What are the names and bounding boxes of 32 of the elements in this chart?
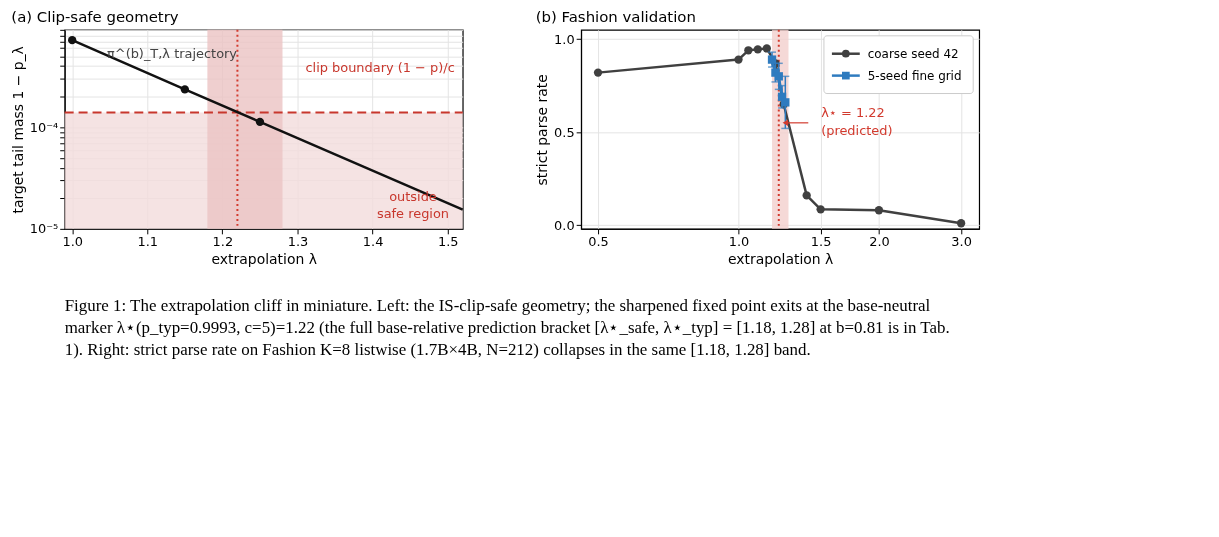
y-tick-label: 10⁻⁴ [29,119,59,135]
chart-title: (a) Clip-safe geometry [11,7,179,26]
x-axis-title: extrapolation λ [727,251,834,268]
caption: Figure 1: The extrapolation cliff in miniature. Left: the IS-clip-safe geometry; the sharpened fixed point exits at the base-neutral marker λ⋆(p_typ=0.9993, c=5)=1.22 (the full base-relative prediction bracket [λ⋆_safe, λ⋆_typ] = [1.18, 1.28] at b=0.81 is in Tab. 1). Right: strict parse rate on Fashion K=8 listwise (1.7B×4B, N=212) collapses in the same [1.18, 1.28] band. [64,296,950,360]
y-axis-title: target tail mass 1 − p_λ [9,46,26,214]
y-tick-label: 0.0 [554,217,575,233]
x-tick-label: 1.1 [137,234,159,250]
ref-line-label: clip boundary (1 − p)/c [305,59,455,75]
series-label: π^(b)_T,λ trajectory [107,46,238,62]
x-tick-label: 0.5 [588,234,609,250]
y-axis-title: strict parse rate [534,74,551,186]
y-tick-label: 1.0 [554,31,575,47]
x-tick-label: 1.2 [212,234,234,250]
annotation: outside safe region [376,188,450,221]
legend-label: coarse seed 42 [867,46,959,61]
point [180,85,190,94]
chart-title: (b) Fashion validation [535,7,696,26]
x-tick-label: 1.0 [62,234,83,250]
point [68,36,77,45]
x-tick-label: 1.5 [810,234,832,250]
x-tick-label: 1.4 [362,234,384,250]
y-tick-label: 0.5 [554,124,575,140]
x-tick-label: 1.0 [728,234,750,250]
y-tick-label: 10⁻⁵ [29,221,59,237]
x-tick-label: 1.5 [437,234,459,250]
legend-label: 5-seed fine grid [867,68,962,83]
x-tick-label: 1.3 [287,234,309,250]
x-tick-label: 2.0 [869,234,890,250]
point [255,117,265,127]
x-tick-label: 3.0 [951,234,972,250]
annotation: λ⋆ = 1.22 (predicted) [821,104,893,138]
x-axis-title: extrapolation λ [211,251,317,268]
